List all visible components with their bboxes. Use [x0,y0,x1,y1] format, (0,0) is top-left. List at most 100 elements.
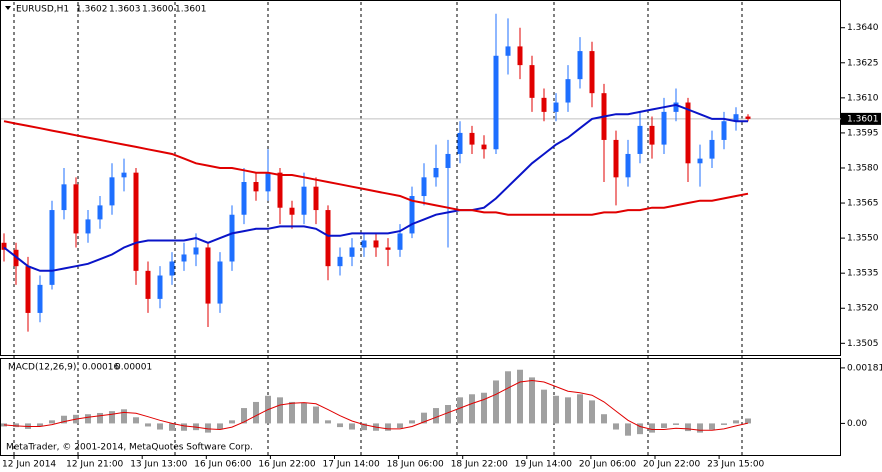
candle-body [349,247,355,257]
x-tick-label: 12 Jun 2014 [2,460,56,470]
candle-body [373,240,379,248]
macd-bar [133,417,139,424]
candle-body [1,242,7,250]
macd-bar [529,377,535,424]
candle-body [157,275,163,299]
macd-bar [13,423,19,428]
x-tick-label: 16 Jun 22:00 [258,460,315,470]
y-tick-label: 1.3625 [847,58,879,68]
macd-bar [229,420,235,424]
candle-body [241,182,247,215]
macd-bar [457,397,463,424]
candle-body [193,247,199,255]
moving-average [3,103,748,272]
candle-body [685,102,691,164]
macd-bar [385,423,391,431]
y-tick-label: 1.3520 [847,304,879,314]
candle-body [577,51,583,80]
y-tick-label: 1.3595 [847,128,879,138]
ohlc-close: 1.3601 [175,5,207,15]
macd-bar [613,423,619,430]
macd-bar [169,423,175,431]
macd-bar [253,401,259,424]
x-tick-label: 13 Jun 13:00 [130,460,187,470]
candle-body [637,125,643,154]
y-tick-label: 1.3535 [847,269,879,279]
y-tick-label: 1.3505 [847,339,879,349]
macd-bar [493,380,499,424]
candle-body [745,116,751,119]
y-tick-label: 1.3565 [847,199,879,209]
macd-bar [601,414,607,424]
menu-arrow [5,6,11,10]
macd-bar [325,420,331,424]
macd-bar [37,423,43,427]
candle-body [397,233,403,250]
candle-body [145,270,151,299]
x-tick-label: 20 Jun 22:00 [643,460,700,470]
candle-body [697,158,703,164]
macd-frame [0,358,841,456]
bid-label: 1.3601 [847,114,879,124]
macd-bar [421,412,427,424]
macd-signal [3,379,749,431]
candle-body [49,210,55,285]
x-tick-label: 19 Jun 14:00 [515,460,572,470]
ohlc-high: 1.3603 [109,5,141,15]
macd-bar [301,402,307,424]
candle-body [517,46,523,66]
candle-body [121,172,127,178]
candle-body [505,46,511,56]
macd-bar [505,371,511,424]
ohlc-open: 1.3602 [76,5,108,15]
candle-body [457,132,463,154]
candle-body [421,177,427,197]
candle-body [73,184,79,234]
candle-body [229,214,235,262]
candle-body [445,153,451,168]
candle-body [25,266,31,313]
macd-label: MACD(12,26,9) [8,363,76,373]
macd-bar [469,394,475,424]
macd-bar [277,397,283,424]
candle-body [493,55,499,150]
macd-bar [565,397,571,424]
macd-bar [733,420,739,424]
macd-bar [85,414,91,424]
macd-bar [337,423,343,428]
moving-average [3,120,749,216]
main-frame [0,0,841,356]
macd-bar [445,405,451,424]
x-tick-label: 16 Jun 06:00 [194,460,251,470]
candle-body [529,65,535,98]
candle-body [565,79,571,103]
macd-bar [697,423,703,433]
macd-bar [313,406,319,424]
macd-bar [157,423,163,430]
macd-bar [541,389,547,424]
macd-bar [481,392,487,424]
candle-body [337,256,343,267]
candle-body [109,177,115,206]
candle-body [61,184,67,211]
candle-body [325,210,331,267]
candle-body [733,114,739,122]
candle-body [289,207,295,215]
macd-bar [553,395,559,424]
x-tick-label: 18 Jun 06:00 [387,460,444,470]
candle-body [133,172,139,271]
candle-body [205,247,211,304]
macd-bar [625,423,631,436]
candle-body [37,284,43,313]
macd-bar [61,415,67,424]
candle-body [673,102,679,112]
bid-box [841,112,881,125]
macd-bar [145,423,151,427]
macd-bar [685,423,691,432]
candle-body [481,144,487,150]
ohlc-low: 1.3600 [142,5,174,15]
symbol-title: EURUSD,H1 [16,5,69,15]
candle-body [613,139,619,178]
candle-body [409,196,415,234]
